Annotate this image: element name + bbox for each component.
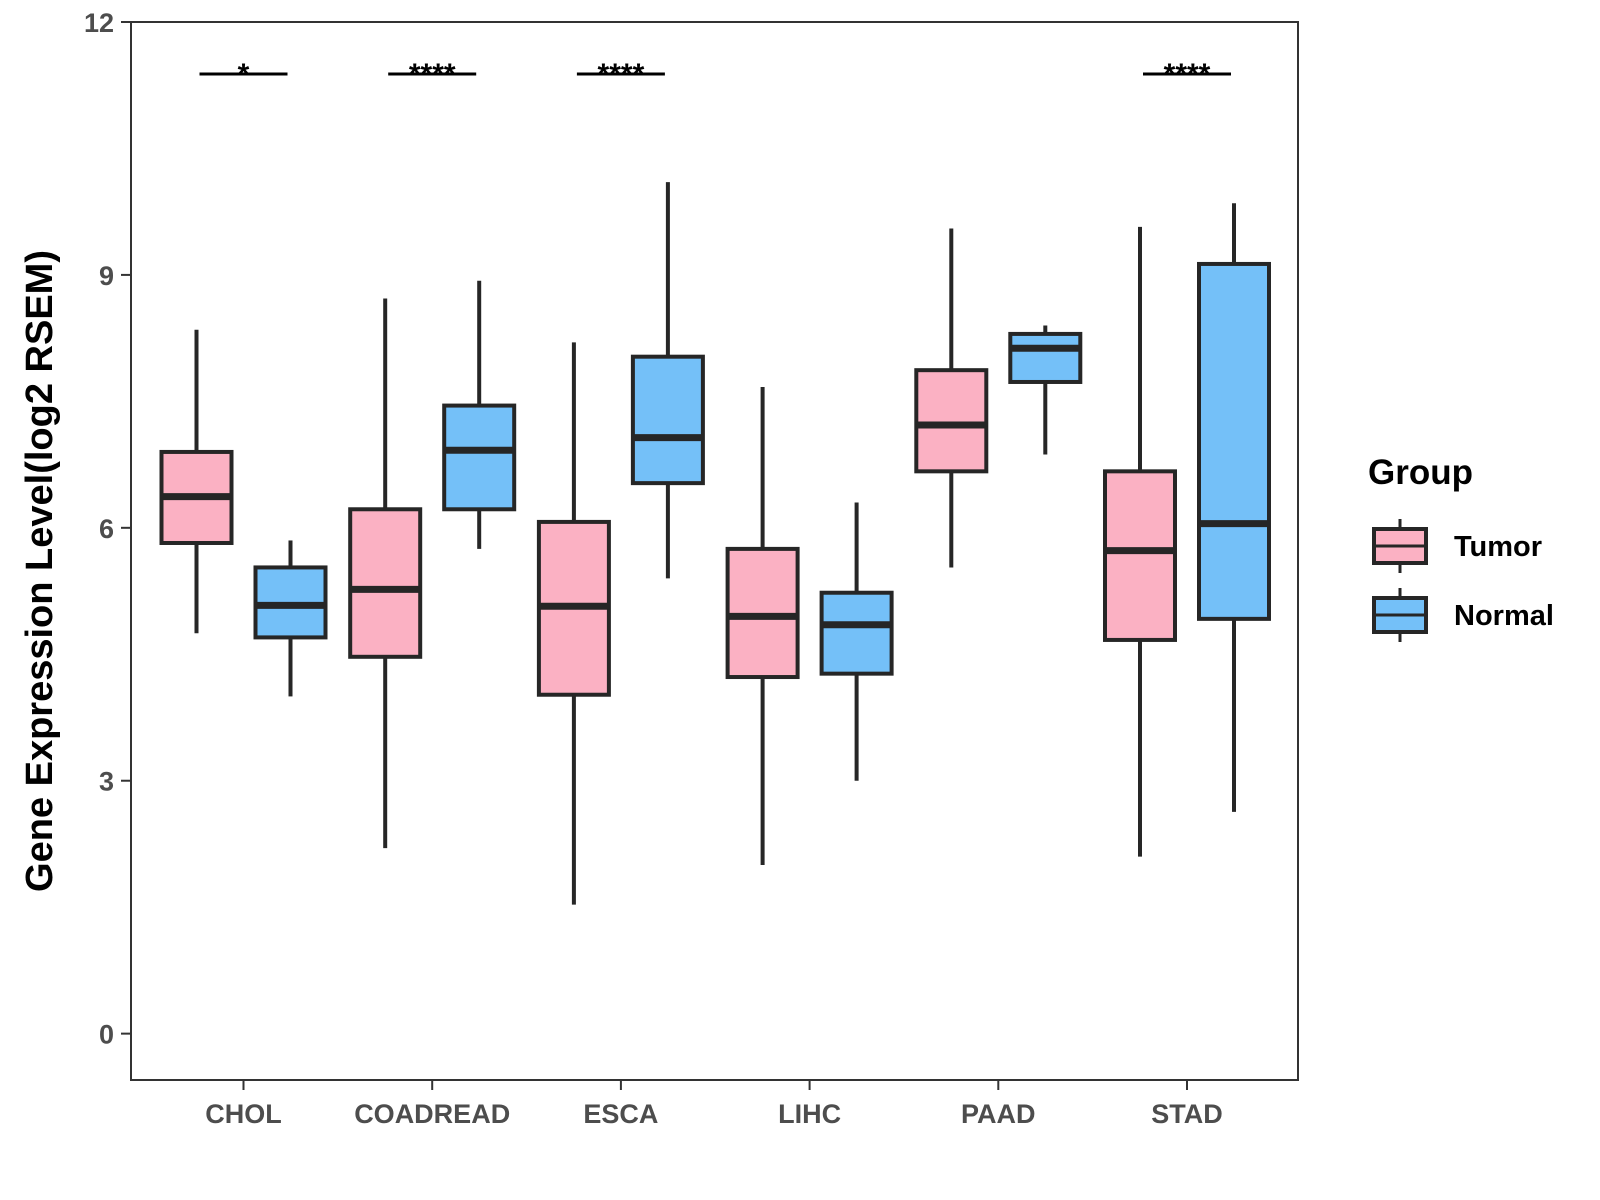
box-tumor-stad (1103, 226, 1177, 857)
box-iqr (914, 368, 989, 474)
y-tick-label: 9 (99, 261, 114, 291)
box-iqr (442, 403, 517, 512)
box-normal-esca (630, 182, 705, 579)
y-tick-label: 3 (99, 767, 114, 797)
box-iqr (819, 590, 894, 676)
y-tick-label: 12 (84, 8, 114, 38)
legend-key-tumor (1372, 519, 1428, 573)
box-normal-lihc (819, 502, 894, 781)
x-tick-label: STAD (1151, 1099, 1223, 1129)
box-iqr (630, 354, 705, 486)
x-tick-label: COADREAD (354, 1099, 510, 1129)
x-tick-label: LIHC (778, 1099, 841, 1129)
legend-title: Group (1368, 453, 1473, 492)
box-normal-paad (1008, 325, 1083, 455)
plot-panel-border (130, 21, 1299, 1081)
y-axis-title: Gene Expression Level(log2 RSEM) (19, 250, 61, 892)
legend: Group Tumor Normal (1368, 453, 1554, 642)
box-normal-chol (253, 540, 328, 697)
box-iqr (1103, 469, 1177, 642)
box-iqr (1197, 261, 1271, 621)
box-tumor-paad (914, 228, 989, 568)
legend-key-normal (1372, 588, 1428, 642)
box-normal-stad (1197, 203, 1271, 812)
significance-label: **** (409, 58, 456, 91)
significance-label: **** (598, 58, 645, 91)
box-tumor-coadread (348, 298, 423, 849)
legend-label-normal: Normal (1454, 600, 1554, 632)
box-iqr (1008, 331, 1083, 384)
x-tick-label: CHOL (205, 1099, 282, 1129)
legend-label-tumor: Tumor (1454, 531, 1542, 563)
box-normal-coadread (442, 280, 517, 549)
x-tick-label: PAAD (961, 1099, 1036, 1129)
box-tumor-esca (536, 342, 611, 905)
x-tick-label: ESCA (583, 1099, 658, 1129)
y-tick-label: 0 (99, 1020, 114, 1050)
box-tumor-chol (159, 329, 234, 634)
y-tick-label: 6 (99, 514, 114, 544)
box-tumor-lihc (725, 387, 800, 866)
significance-label: **** (1164, 58, 1211, 91)
significance-label: * (238, 58, 250, 91)
box-iqr (348, 507, 423, 659)
